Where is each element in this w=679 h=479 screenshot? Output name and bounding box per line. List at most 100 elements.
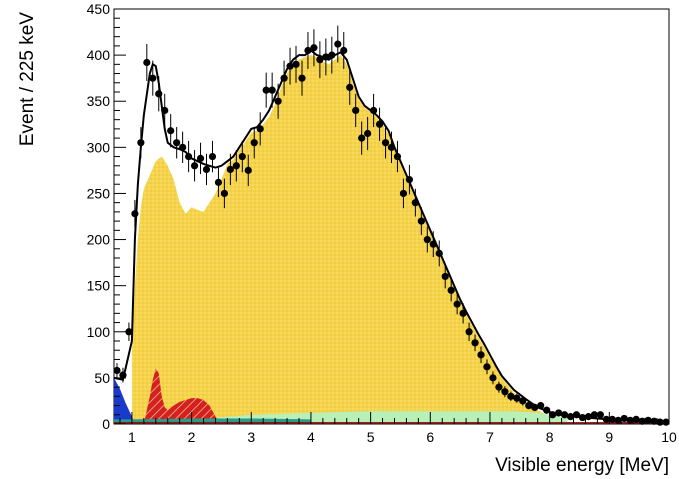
y-tick-label: 450	[87, 1, 111, 17]
y-axis-title: Event / 225 keV	[17, 12, 38, 146]
data-points	[113, 25, 670, 426]
data-point	[632, 415, 640, 423]
data-point	[298, 74, 306, 82]
data-point	[566, 413, 575, 421]
data-point	[459, 309, 467, 317]
data-point	[232, 162, 240, 170]
data-point	[644, 416, 652, 424]
data-point	[453, 300, 461, 308]
data-point	[238, 152, 246, 161]
y-tick-label: 200	[87, 232, 111, 248]
y-tick-label: 50	[94, 370, 110, 386]
data-point	[537, 401, 545, 410]
data-point	[495, 383, 503, 391]
y-tick-label: 400	[87, 47, 111, 63]
data-point	[608, 415, 616, 423]
data-point	[310, 44, 318, 52]
data-point	[543, 406, 551, 414]
x-tick-label: 1	[128, 429, 136, 445]
data-point	[560, 411, 569, 419]
data-point	[137, 139, 145, 147]
data-point	[190, 162, 199, 170]
data-point	[220, 189, 229, 198]
data-point	[143, 58, 151, 67]
data-point	[125, 328, 133, 336]
data-point	[268, 86, 276, 94]
stacked-components	[114, 55, 669, 424]
data-point	[465, 328, 473, 336]
y-tick-label: 250	[87, 185, 111, 201]
data-point	[322, 53, 330, 61]
data-point	[262, 86, 270, 94]
x-tick-label: 9	[605, 429, 613, 445]
data-point	[417, 217, 425, 225]
data-point	[584, 413, 593, 421]
data-point	[513, 394, 521, 402]
data-point	[256, 125, 264, 133]
data-point	[328, 51, 336, 59]
data-point	[214, 178, 223, 186]
data-point	[483, 363, 491, 371]
data-point	[531, 403, 539, 411]
data-point	[662, 418, 670, 426]
data-point	[381, 139, 390, 147]
data-point	[477, 351, 485, 359]
x-tick-label: 5	[367, 429, 375, 445]
data-point	[346, 83, 354, 91]
data-point	[352, 106, 360, 115]
data-point	[399, 189, 408, 198]
data-point	[471, 339, 479, 347]
data-point	[304, 46, 312, 55]
component-area-6	[114, 422, 669, 424]
y-tick-label: 150	[87, 278, 111, 294]
data-point	[387, 143, 396, 151]
data-point	[578, 413, 587, 422]
data-point	[173, 139, 181, 147]
component-area-1	[131, 55, 562, 424]
data-point	[226, 165, 234, 174]
component-area-4	[114, 377, 135, 424]
data-point	[507, 392, 515, 400]
data-point	[280, 74, 288, 82]
data-point	[161, 106, 169, 115]
y-tick-label: 350	[87, 93, 111, 109]
data-point	[393, 152, 402, 161]
component-area-3	[143, 368, 222, 424]
data-point	[131, 210, 139, 218]
y-tick-label: 0	[102, 416, 110, 432]
data-point	[638, 417, 646, 425]
data-point	[167, 127, 175, 135]
x-tick-label: 3	[247, 429, 255, 445]
data-point	[590, 411, 599, 419]
x-tick-label: 7	[486, 429, 494, 445]
data-point	[155, 90, 163, 98]
x-tick-label: 2	[188, 429, 196, 445]
x-tick-label: 4	[307, 429, 315, 445]
data-point	[184, 152, 193, 161]
data-point	[292, 60, 300, 68]
data-point	[202, 165, 211, 174]
data-point	[286, 62, 294, 70]
data-point	[405, 176, 414, 184]
data-point	[441, 272, 449, 281]
data-point	[602, 415, 610, 423]
data-point	[626, 416, 634, 424]
data-point	[411, 199, 419, 207]
data-point	[650, 417, 658, 425]
x-tick-label: 8	[546, 429, 554, 445]
data-point	[358, 134, 366, 142]
data-point	[274, 97, 282, 105]
data-point	[447, 286, 455, 294]
y-axis: 0 50 100 150 200 250 300 350 400 450	[87, 1, 126, 432]
data-point	[525, 401, 533, 410]
data-point	[250, 139, 258, 147]
data-point	[596, 411, 604, 419]
data-point	[244, 166, 252, 174]
data-point	[501, 388, 509, 396]
data-point	[316, 56, 324, 64]
data-point	[364, 129, 372, 138]
data-point	[119, 371, 127, 379]
data-point	[656, 418, 664, 426]
x-axis: 1 2 3 4 5 6 7 8 9 10	[119, 412, 677, 445]
